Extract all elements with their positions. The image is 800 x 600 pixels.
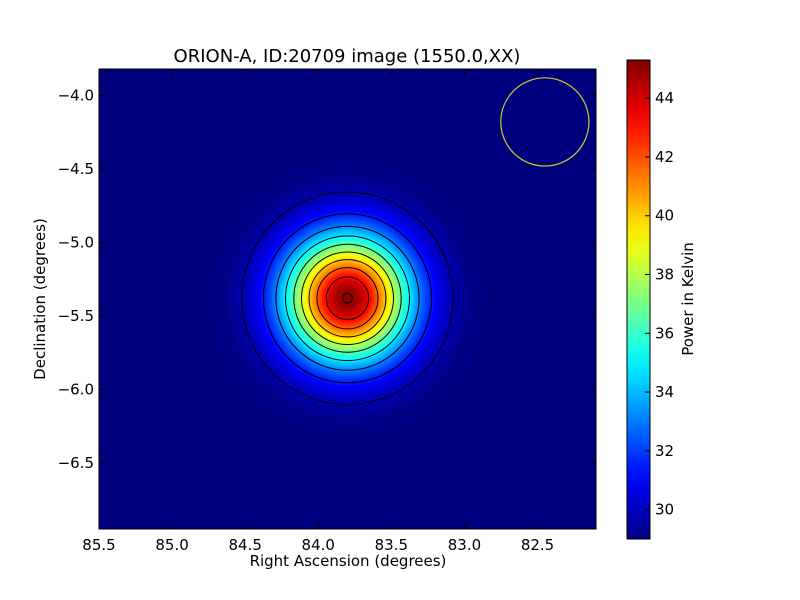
colorbar-tick-label: 42 xyxy=(655,148,674,166)
x-tick-label: 85.0 xyxy=(155,536,188,554)
contour-line xyxy=(342,292,353,304)
y-axis-ticks: −4.0 −4.5 −5.0 −5.5 −6.0 −6.5 xyxy=(58,86,596,472)
y-axis-label: Declination (degrees) xyxy=(31,218,49,380)
x-tick-label: 84.5 xyxy=(228,536,261,554)
colorbar-tick-label: 44 xyxy=(655,89,674,107)
contour-line xyxy=(300,251,395,346)
contour-line xyxy=(316,267,379,330)
colorbar-tick-label: 36 xyxy=(655,324,674,342)
colorbar-tick-label: 32 xyxy=(655,442,674,460)
y-tick-label: −4.5 xyxy=(58,160,94,178)
colorbar-ticks: 30 32 34 36 38 40 42 44 xyxy=(645,89,674,519)
heatmap-layer xyxy=(210,160,485,437)
x-tick-label: 85.5 xyxy=(82,536,115,554)
chart-title: ORION-A, ID:20709 image (1550.0,XX) xyxy=(174,46,521,67)
y-tick-label: −5.5 xyxy=(58,307,94,325)
x-tick-label: 84.0 xyxy=(302,536,335,554)
y-tick-label: −4.0 xyxy=(58,86,94,104)
x-tick-label: 83.0 xyxy=(448,536,481,554)
x-axis-ticks: 85.5 85.0 84.5 84.0 83.5 83.0 82.5 xyxy=(82,69,554,554)
x-tick-label: 82.5 xyxy=(521,536,554,554)
x-tick-label: 83.5 xyxy=(375,536,408,554)
contour-line xyxy=(285,235,410,362)
contour-line xyxy=(262,213,433,384)
contour-line xyxy=(241,191,454,405)
y-tick-label: −6.0 xyxy=(58,380,94,398)
y-tick-label: −6.5 xyxy=(58,454,94,472)
colorbar-tick-label: 34 xyxy=(655,383,674,401)
beam-circle xyxy=(500,77,590,167)
y-tick-label: −5.0 xyxy=(58,233,94,251)
contour-line xyxy=(293,243,402,353)
contour-line xyxy=(325,276,370,321)
colorbar-tick-label: 38 xyxy=(655,266,674,284)
colorbar-label: Power in Kelvin xyxy=(679,242,697,356)
plot-frame xyxy=(98,68,597,530)
colorbar xyxy=(626,59,651,540)
colorbar-tick-label: 30 xyxy=(655,501,674,519)
contour-layer xyxy=(241,191,454,405)
beam-circle-layer xyxy=(500,77,590,167)
contour-line xyxy=(308,259,387,338)
x-axis-label: Right Ascension (degrees) xyxy=(250,552,447,570)
contour-line xyxy=(275,225,420,371)
heatmap-band xyxy=(339,290,356,307)
colorbar-tick-label: 40 xyxy=(655,207,674,225)
